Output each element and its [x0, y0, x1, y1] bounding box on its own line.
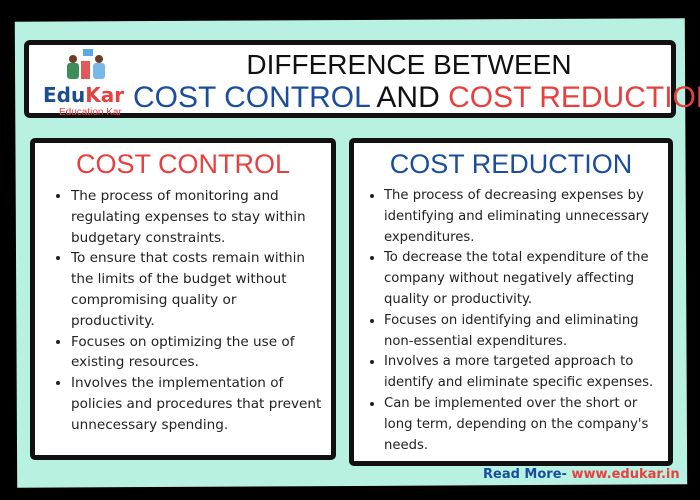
list-item: The process of decreasing expenses by id… [384, 186, 660, 248]
title-term1: COST CONTROL [133, 81, 370, 114]
logo-wordmark: EduKar [43, 83, 125, 107]
website-link[interactable]: www.edukar.in [571, 467, 680, 482]
title-line1: DIFFERENCE BETWEEN [246, 49, 572, 80]
list-item: To decrease the total expenditure of the… [384, 248, 660, 310]
students-illustration-icon [67, 49, 105, 79]
list-item: Can be implemented over the short or lon… [384, 394, 660, 456]
list-item: To ensure that costs remain within the l… [71, 248, 323, 331]
title-connector: AND [376, 81, 440, 114]
header-banner: EduKar Education Kar DIFFERENCE BETWEEN … [24, 40, 700, 118]
edukar-logo: EduKar Education Kar [39, 47, 139, 118]
cost-reduction-heading: COST REDUCTION [389, 149, 633, 179]
list-item: Involves a more targeted approach to ide… [384, 352, 660, 394]
cost-reduction-list: The process of decreasing expenses by id… [354, 186, 668, 456]
list-item: Involves the implementation of policies … [71, 373, 323, 435]
cost-reduction-card: COST REDUCTION The process of decreasing… [349, 138, 673, 466]
logo-tagline: Education Kar [59, 107, 122, 118]
title-term2: COST REDUCTION [448, 81, 700, 114]
read-more-label: Read More- [483, 467, 567, 482]
read-more-footer: Read More- www.edukar.in [483, 467, 680, 482]
list-item: The process of monitoring and regulating… [71, 186, 323, 248]
title-line2: COST CONTROL AND COST REDUCTION [133, 81, 700, 115]
cost-control-card: COST CONTROL The process of monitoring a… [30, 138, 336, 460]
list-item: Focuses on optimizing the use of existin… [71, 332, 323, 374]
list-item: Focuses on identifying and eliminating n… [384, 311, 660, 353]
cost-control-list: The process of monitoring and regulating… [35, 186, 331, 436]
cost-control-heading: COST CONTROL [75, 149, 291, 179]
